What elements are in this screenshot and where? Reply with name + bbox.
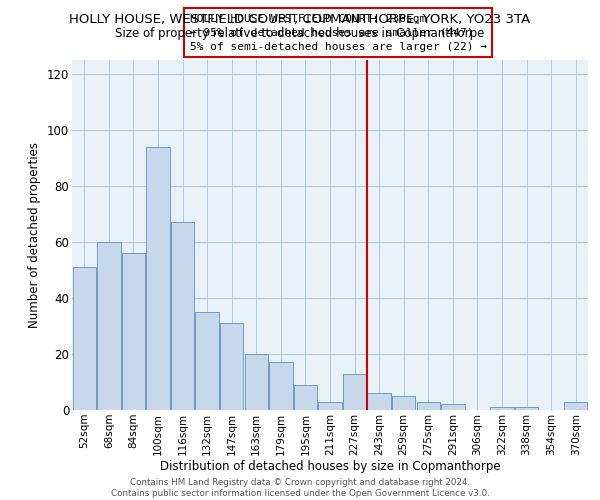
Text: Size of property relative to detached houses in Copmanthorpe: Size of property relative to detached ho… bbox=[115, 28, 485, 40]
Bar bbox=[146, 147, 170, 410]
Bar bbox=[392, 396, 415, 410]
Bar bbox=[416, 402, 440, 410]
Y-axis label: Number of detached properties: Number of detached properties bbox=[28, 142, 41, 328]
Bar bbox=[441, 404, 464, 410]
Bar bbox=[515, 407, 538, 410]
Bar bbox=[564, 402, 587, 410]
Text: HOLLY HOUSE WESTFIELD COURT: 236sqm
← 95% of detached houses are smaller (447)
5: HOLLY HOUSE WESTFIELD COURT: 236sqm ← 95… bbox=[190, 14, 487, 52]
Bar bbox=[490, 407, 514, 410]
Bar bbox=[294, 385, 317, 410]
Bar bbox=[73, 267, 96, 410]
Bar bbox=[196, 312, 219, 410]
Bar bbox=[122, 253, 145, 410]
Bar bbox=[343, 374, 366, 410]
Text: HOLLY HOUSE, WESTFIELD COURT, COPMANTHORPE, YORK, YO23 3TA: HOLLY HOUSE, WESTFIELD COURT, COPMANTHOR… bbox=[70, 12, 530, 26]
Bar bbox=[245, 354, 268, 410]
Bar bbox=[171, 222, 194, 410]
Bar bbox=[367, 393, 391, 410]
X-axis label: Distribution of detached houses by size in Copmanthorpe: Distribution of detached houses by size … bbox=[160, 460, 500, 473]
Bar bbox=[220, 323, 244, 410]
Text: Contains HM Land Registry data © Crown copyright and database right 2024.
Contai: Contains HM Land Registry data © Crown c… bbox=[110, 478, 490, 498]
Bar bbox=[319, 402, 341, 410]
Bar bbox=[97, 242, 121, 410]
Bar bbox=[269, 362, 293, 410]
